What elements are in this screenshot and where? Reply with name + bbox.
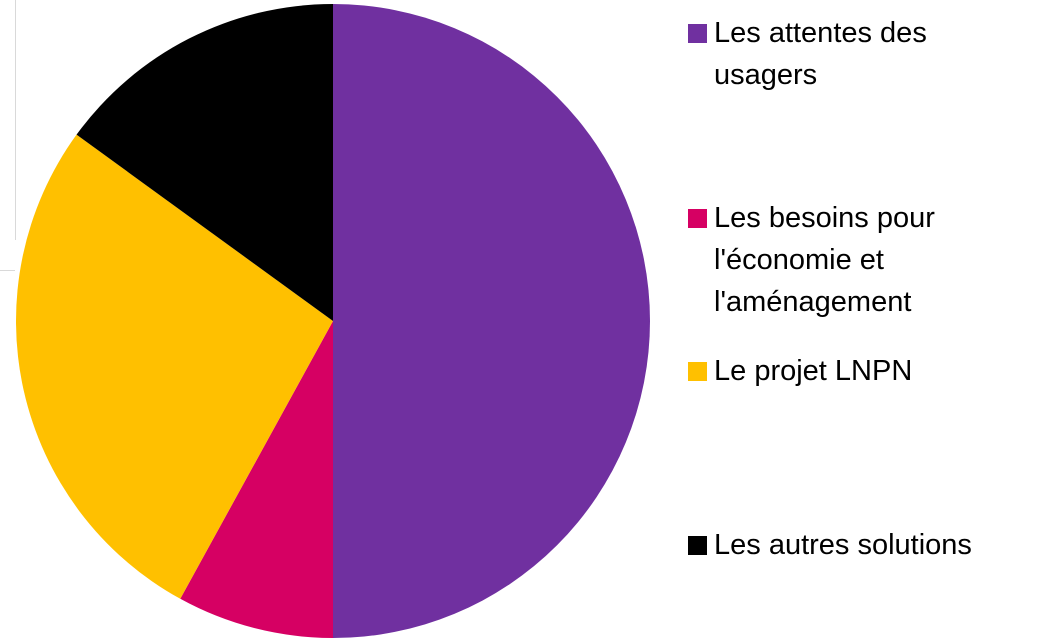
- pie-slice: [16, 134, 333, 599]
- legend-label: Les autres solutions: [714, 529, 972, 561]
- legend-item: Les attentes des usagers: [688, 12, 1014, 96]
- pie-slice: [76, 4, 333, 321]
- legend-swatch: [688, 362, 707, 381]
- legend-item: Les besoins pour l'économie et l'aménage…: [688, 197, 1014, 323]
- pie: [16, 4, 650, 638]
- pie-slice: [180, 321, 333, 638]
- legend-swatch: [688, 536, 707, 555]
- legend-label: Les attentes des usagers: [714, 17, 927, 91]
- legend-label: Le projet LNPN: [714, 355, 913, 387]
- legend-swatch: [688, 24, 707, 43]
- legend-swatch: [688, 209, 707, 228]
- legend-label: Les besoins pour l'économie et l'aménage…: [714, 202, 935, 318]
- pie-slice: [333, 4, 650, 638]
- legend-item: Le projet LNPN: [688, 350, 1014, 392]
- legend-item: Les autres solutions: [688, 524, 1014, 566]
